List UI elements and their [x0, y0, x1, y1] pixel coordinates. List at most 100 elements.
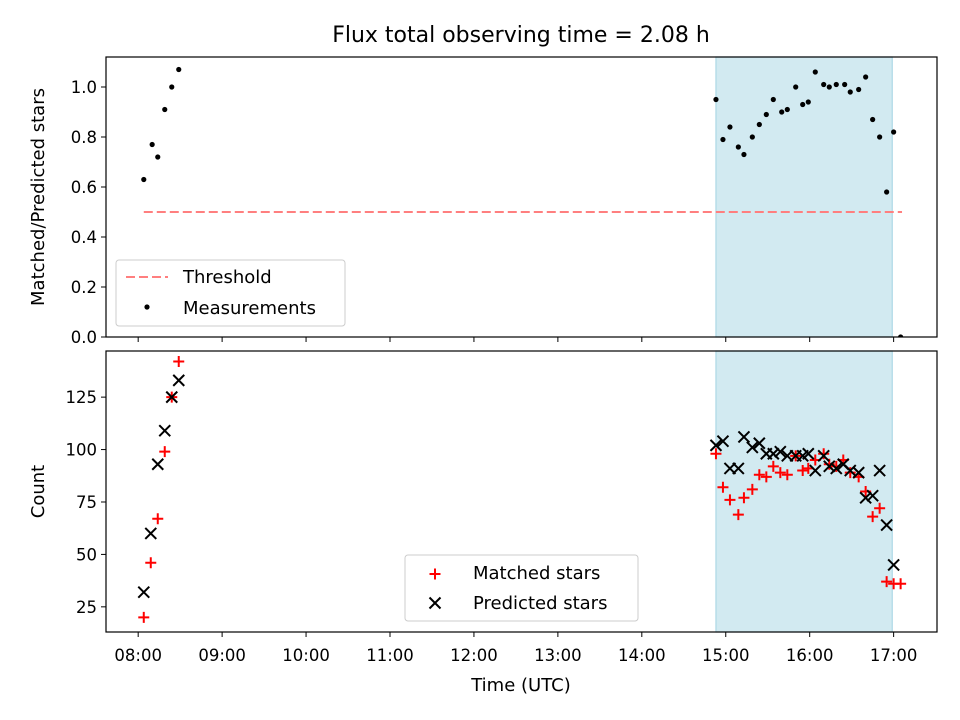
y-tick-label: 0.0: [71, 328, 97, 347]
legend-predicted-swatch: [428, 596, 442, 610]
data-point: [165, 390, 178, 404]
data-point: [842, 81, 848, 88]
series-measurements: [141, 66, 904, 337]
y-tick-label: 0.4: [71, 228, 97, 247]
data-point: [873, 464, 886, 477]
data-point: [887, 558, 900, 572]
data-point: [159, 446, 171, 458]
observing-window-span: [715, 56, 893, 338]
data-point: [805, 99, 811, 105]
data-point: [898, 334, 904, 337]
data-point: [749, 134, 755, 140]
data-point: [852, 466, 865, 479]
data-point: [158, 424, 171, 437]
legend-box: [404, 554, 639, 622]
y-tick-label: 100: [66, 441, 98, 460]
x-tick-label: 08:00: [114, 646, 162, 665]
data-point: [891, 129, 897, 135]
data-point: [884, 189, 890, 195]
data-point: [144, 527, 157, 540]
y-tick-label: 25: [76, 598, 97, 617]
data-point: [859, 491, 872, 504]
data-point: [817, 449, 830, 463]
plot-area: [141, 66, 904, 337]
data-point: [720, 136, 726, 143]
data-point: [763, 111, 769, 118]
y-tick-label: 75: [76, 493, 97, 512]
x-axis-label: Time (UTC): [470, 675, 571, 696]
data-point: [709, 439, 723, 452]
data-point: [710, 448, 722, 460]
top-axes-measurements: 0.0 0.2 0.4 0.6 0.8 1.0 Matched/Predicted star…: [28, 56, 938, 347]
data-point: [779, 109, 785, 115]
data-point: [713, 96, 719, 103]
data-point: [800, 101, 806, 108]
data-point: [152, 513, 164, 525]
y-tick-label: 0.8: [71, 128, 97, 147]
data-point: [802, 447, 815, 460]
x-tick-label: 15:00: [702, 646, 750, 665]
series-predicted-stars: [137, 374, 900, 599]
bottom-axes-counts: 25 50 75 100 125 08:00 09:00 10:00 11:00 12:00 13:…: [28, 350, 938, 665]
x-tick-label: 10:00: [282, 646, 330, 665]
data-point: [809, 464, 822, 477]
data-point: [724, 494, 736, 506]
y-tick-label: 0.6: [71, 178, 97, 197]
data-point: [880, 518, 893, 532]
x-tick-label: 13:00: [534, 646, 582, 665]
data-point: [727, 124, 733, 130]
legend-threshold-label: Threshold: [182, 267, 272, 288]
chart-title: Flux total observing time = 2.08 h: [332, 23, 710, 48]
data-point: [732, 462, 745, 475]
data-point: [738, 492, 750, 504]
data-point: [818, 448, 830, 460]
legend-predicted-label: Predicted stars: [473, 593, 607, 614]
data-point: [169, 84, 175, 90]
legend-matched-label: Matched stars: [473, 563, 600, 584]
data-point: [784, 106, 790, 113]
data-point: [767, 447, 780, 460]
y-tick-label: 0.2: [71, 278, 97, 297]
data-point: [874, 502, 886, 514]
legend-measurements-label: Measurements: [183, 298, 316, 319]
x-tick-label: 17:00: [870, 646, 918, 665]
data-point: [737, 430, 751, 444]
y-tick-label: 125: [66, 388, 98, 407]
data-point: [847, 89, 853, 95]
data-point: [746, 441, 759, 454]
data-point: [823, 460, 836, 473]
plot-area: [137, 355, 907, 623]
data-point: [717, 481, 729, 493]
data-point: [770, 96, 776, 103]
data-point: [172, 374, 185, 387]
data-point: [741, 151, 747, 158]
data-point: [881, 576, 893, 588]
x-tick-label: 14:00: [618, 646, 666, 665]
data-point: [756, 121, 762, 128]
data-point: [877, 134, 883, 140]
data-point: [812, 69, 818, 75]
data-point: [767, 460, 779, 472]
data-point: [753, 469, 765, 481]
data-point: [895, 578, 907, 590]
axes-frame: [105, 56, 938, 338]
data-point: [781, 469, 793, 481]
data-point: [746, 483, 758, 495]
data-point: [149, 141, 155, 148]
legend-matched-swatch: [429, 568, 441, 580]
data-point: [844, 467, 856, 479]
y-axis-label: Matched/Predicted stars: [28, 88, 49, 306]
y-tick-label: 1.0: [71, 78, 97, 97]
data-point: [716, 434, 730, 448]
legend: Matched stars Predicted stars: [404, 554, 639, 622]
data-point: [863, 74, 869, 80]
data-point: [173, 355, 185, 367]
legend-box: [115, 259, 346, 327]
data-point: [732, 509, 744, 521]
data-point: [821, 81, 827, 88]
data-point: [138, 611, 150, 623]
data-point: [826, 84, 832, 90]
data-point: [176, 66, 182, 73]
series-matched-stars: [138, 355, 907, 623]
